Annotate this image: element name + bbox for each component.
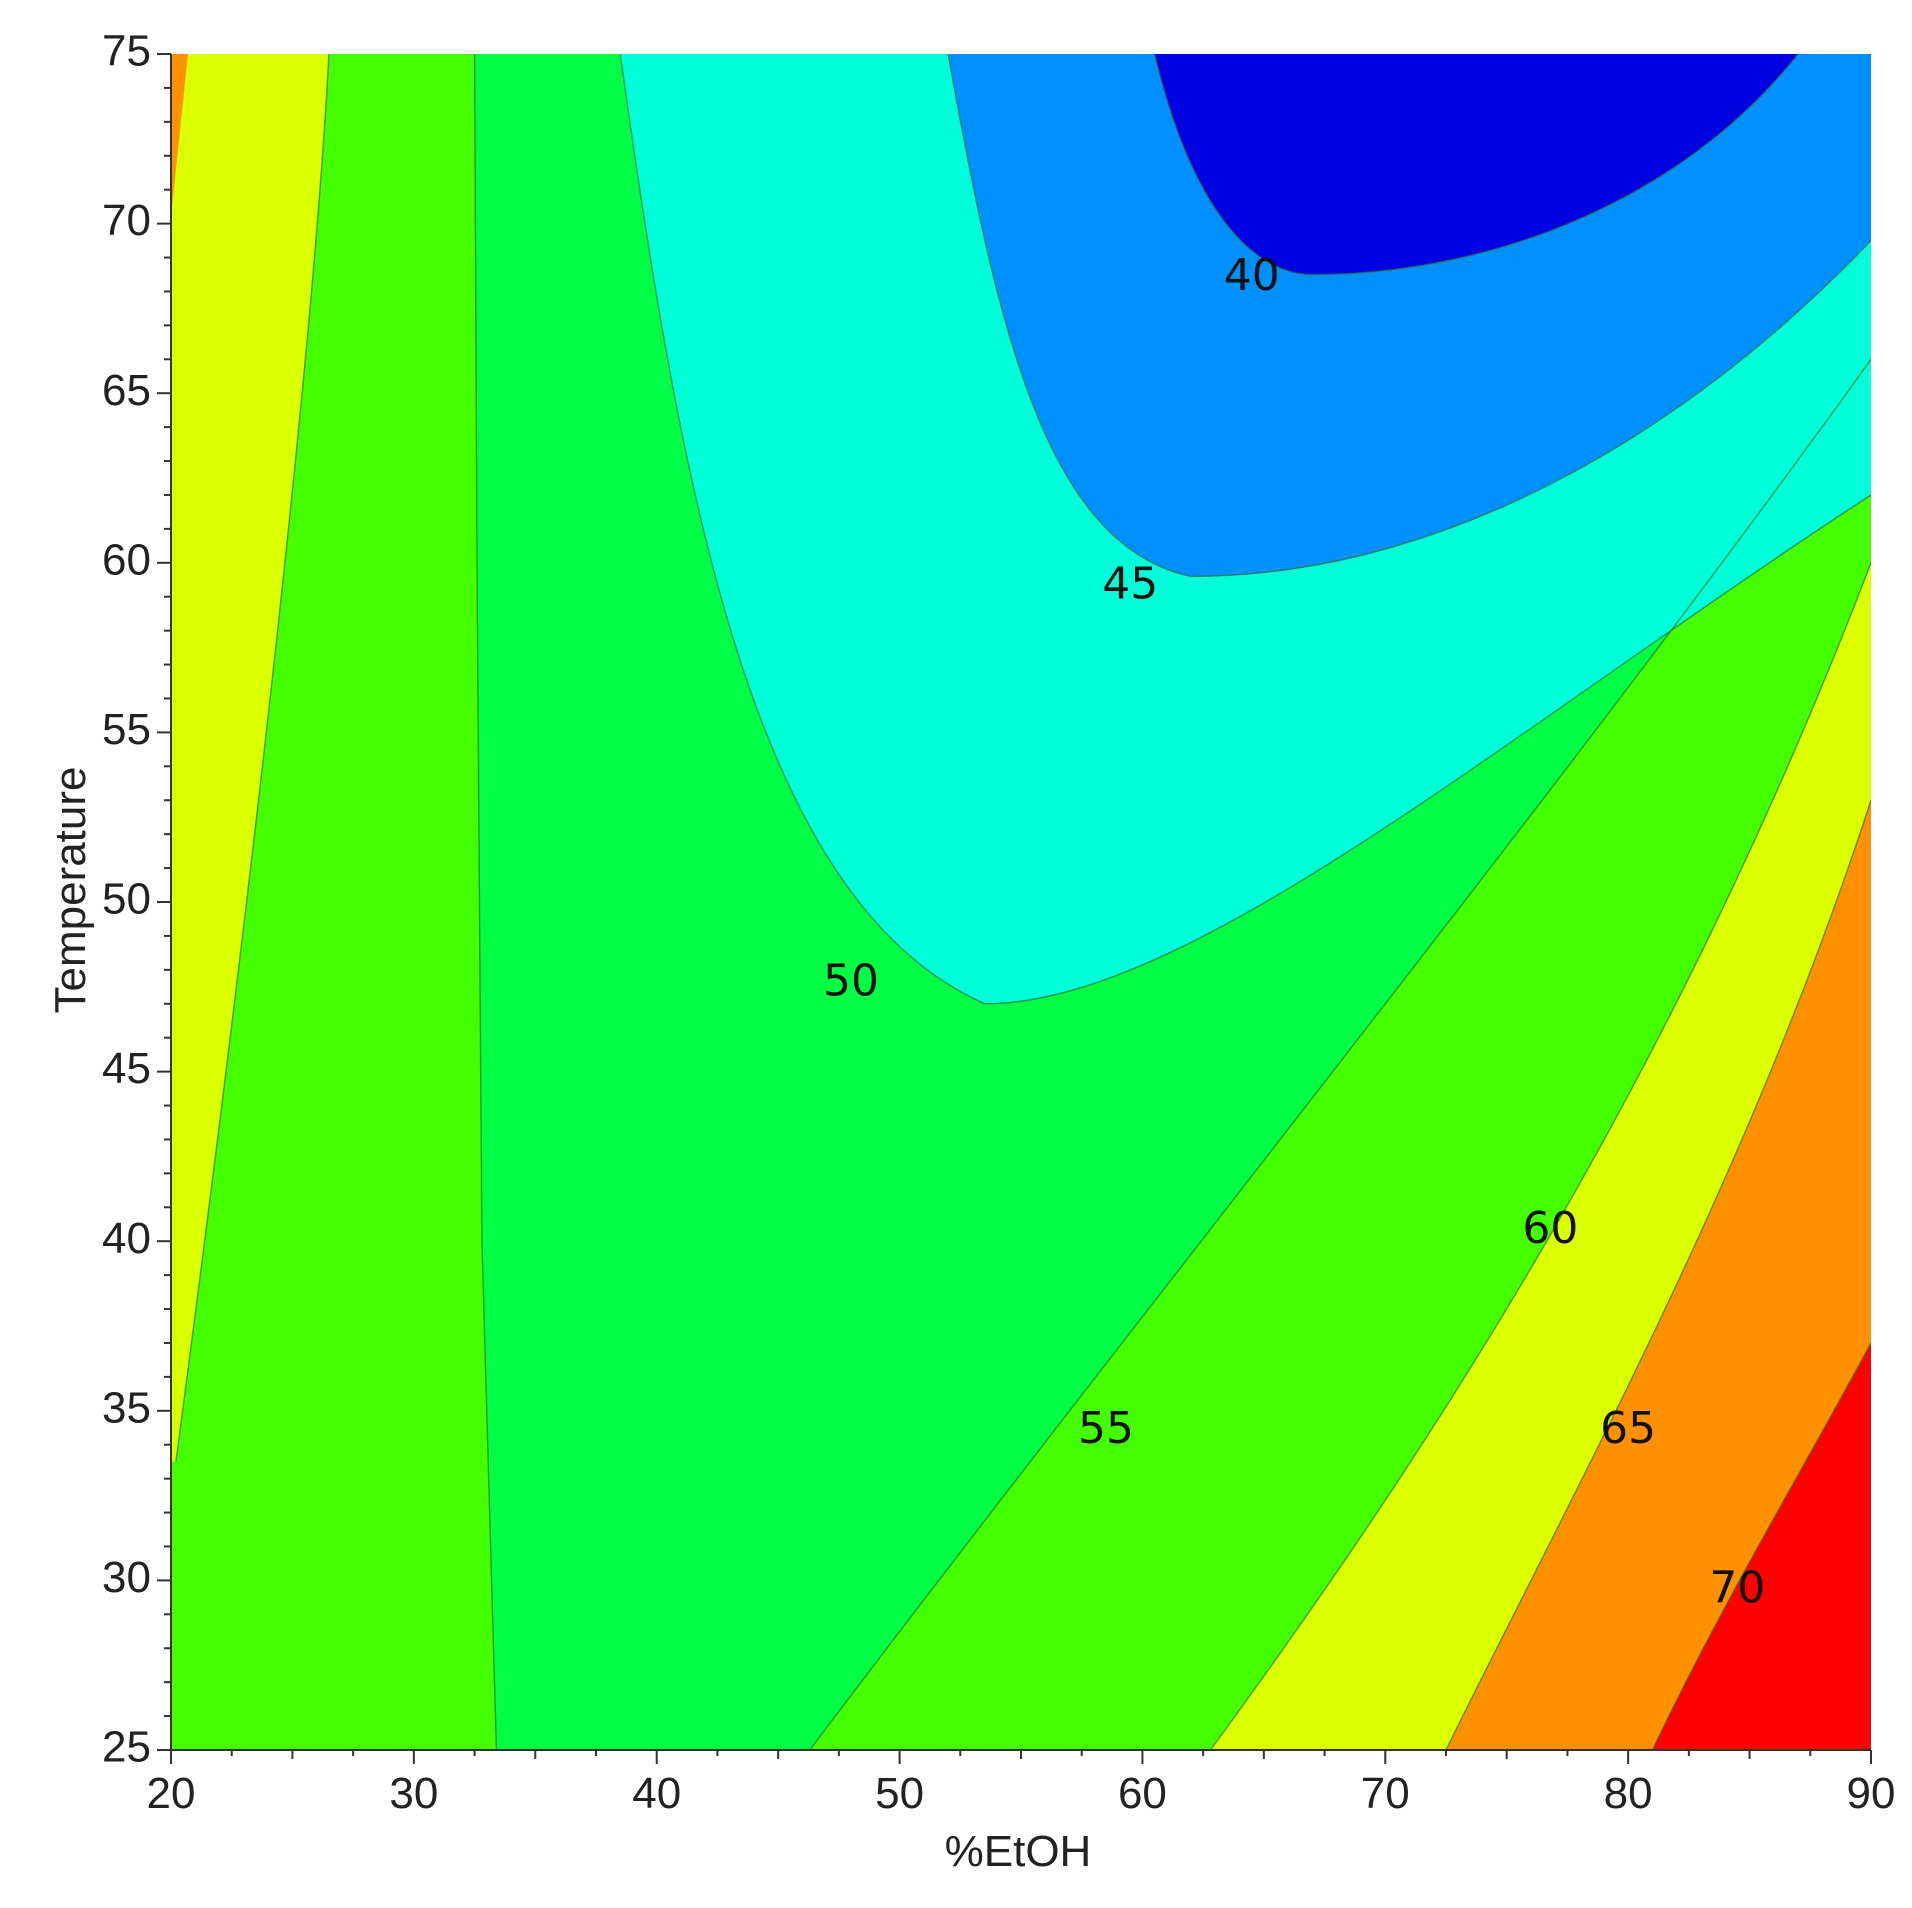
contour-line-65-right: [1445, 799, 1871, 1750]
contour-label-70: 70: [1709, 1563, 1765, 1614]
y-tick-label: 65: [102, 366, 151, 415]
contour-labels: 40 45 50 55 60 65 70: [823, 250, 1765, 1614]
contour-label-65: 65: [1600, 1403, 1656, 1454]
x-tick-label: 90: [1847, 1769, 1896, 1818]
x-tick-label: 30: [389, 1769, 438, 1818]
x-tick-label: 50: [875, 1769, 924, 1818]
axes: 20 30 40 50 60 70 80 90 25 30 35 40 45 50 55 60 65 70 75: [102, 27, 1895, 1818]
x-tick-label: 80: [1604, 1769, 1653, 1818]
band-gt70-right: [1652, 1343, 1871, 1750]
contour-fills: [171, 54, 1871, 1750]
y-tick-label: 35: [102, 1383, 151, 1432]
y-tick-label: 50: [102, 875, 151, 924]
contour-label-40: 40: [1224, 250, 1280, 301]
y-tick-label: 45: [102, 1044, 151, 1093]
x-tick-label: 40: [632, 1769, 681, 1818]
x-tick-label: 60: [1118, 1769, 1167, 1818]
y-tick-label: 25: [102, 1723, 151, 1772]
contour-line-55-left: [473, 54, 498, 1750]
contour-line-45: [947, 54, 1871, 578]
contour-label-55: 55: [1078, 1403, 1134, 1454]
y-tick-label: 75: [102, 27, 151, 76]
contour-line-40: [1153, 54, 1799, 276]
y-tick-label: 55: [102, 705, 151, 754]
contour-label-45: 45: [1102, 559, 1158, 610]
y-tick-label: 30: [102, 1553, 151, 1602]
x-axis-title: %EtOH: [945, 1827, 1092, 1876]
contour-label-60: 60: [1522, 1203, 1578, 1254]
contour-line-70-right: [1651, 1342, 1871, 1750]
y-tick-label: 60: [102, 535, 151, 584]
contour-line-60-left: [175, 54, 330, 1462]
x-tick-label: 70: [1361, 1769, 1410, 1818]
contour-line-60-right: [1209, 562, 1871, 1750]
y-tick-label: 70: [102, 196, 151, 245]
plot-area: [171, 54, 1871, 1750]
band-60-65-left: [171, 54, 329, 1462]
band-65-70-right: [1446, 800, 1871, 1750]
contour-line-50: [619, 54, 1871, 1005]
contour-lines: [175, 54, 1871, 1750]
band-65-70-corner: [171, 54, 188, 217]
x-tick-label: 20: [147, 1769, 196, 1818]
contour-line-55-right: [809, 358, 1871, 1750]
band-lt40: [1154, 54, 1799, 275]
y-tick-label: 40: [102, 1214, 151, 1263]
y-axis-title: Temperature: [46, 766, 95, 1013]
contour-label-50: 50: [823, 955, 879, 1006]
